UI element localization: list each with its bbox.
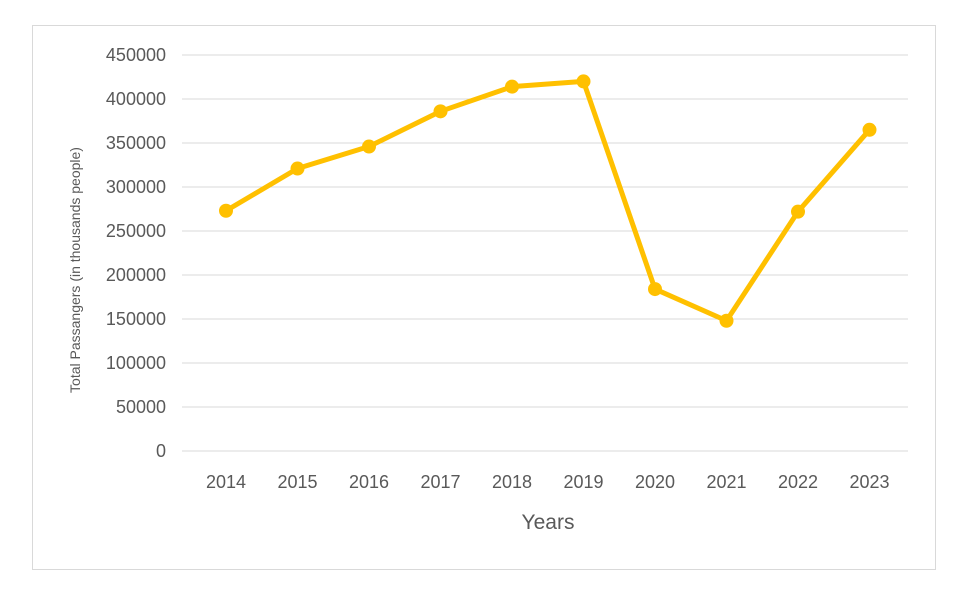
- gridlines: [182, 54, 908, 452]
- x-tick-label: 2021: [706, 472, 746, 492]
- y-tick-labels: 0 50000 100000 150000 200000 250000 300000 3500…: [106, 45, 166, 461]
- y-axis-title: Total Passangers (in thousands people): [67, 147, 83, 393]
- y-tick-label: 400000: [106, 89, 166, 109]
- x-tick-labels: 2014 2015 2016 2017 2018 2019 2020 2021 2022 2023: [206, 472, 890, 492]
- x-tick-label: 2019: [563, 472, 603, 492]
- data-points: [219, 74, 877, 328]
- x-tick-label: 2016: [349, 472, 389, 492]
- x-tick-label: 2020: [635, 472, 675, 492]
- y-tick-label: 250000: [106, 221, 166, 241]
- y-tick-label: 300000: [106, 177, 166, 197]
- series-line-0: [223, 78, 872, 324]
- y-tick-label: 450000: [106, 45, 166, 65]
- x-tick-label: 2018: [492, 472, 532, 492]
- data-point-2023: [862, 122, 877, 137]
- x-tick-label: 2017: [420, 472, 460, 492]
- data-point-2022: [791, 204, 805, 219]
- x-tick-label: 2022: [778, 472, 818, 492]
- x-tick-label: 2014: [206, 472, 246, 492]
- y-tick-label: 100000: [106, 353, 166, 373]
- data-point-2021: [719, 313, 734, 328]
- y-tick-label: 150000: [106, 309, 166, 329]
- y-tick-label: 50000: [116, 397, 166, 417]
- series-line: [223, 78, 872, 324]
- y-tick-label: 0: [156, 441, 166, 461]
- data-point-2019: [576, 74, 591, 89]
- data-point-2020: [648, 282, 662, 297]
- x-tick-label: 2015: [277, 472, 317, 492]
- data-point-2018: [505, 79, 519, 94]
- data-point-2015: [290, 161, 305, 176]
- data-point-2016: [362, 139, 376, 154]
- x-tick-label: 2023: [849, 472, 889, 492]
- y-tick-label: 200000: [106, 265, 166, 285]
- x-axis-title: Years: [522, 511, 575, 534]
- data-point-2014: [219, 203, 233, 218]
- chart-frame: [32, 25, 936, 570]
- y-tick-label: 350000: [106, 133, 166, 153]
- data-point-2017: [433, 104, 448, 119]
